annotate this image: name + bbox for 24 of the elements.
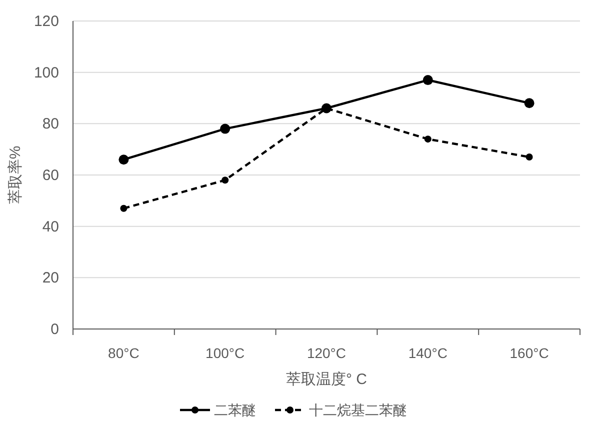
point: [222, 176, 229, 184]
y-tick-label: 20: [42, 270, 59, 287]
point: [524, 98, 534, 108]
y-tick-label: 40: [42, 218, 59, 236]
x-tick-label: 140°C: [408, 345, 448, 361]
x-tick-label: 80°C: [108, 345, 140, 361]
y-tick-label: 60: [42, 167, 59, 184]
point: [220, 124, 230, 134]
legend-label: 十二烷基二苯醚: [309, 402, 407, 418]
x-tick-label: 100°C: [206, 345, 245, 361]
point: [424, 136, 432, 143]
y-tick-label: 120: [34, 13, 59, 30]
x-tick-label: 120°C: [306, 345, 346, 361]
y-tick-label: 0: [50, 321, 59, 338]
x-axis-title: 萃取温度° C: [286, 371, 368, 388]
legend-label: 二苯醚: [214, 402, 256, 418]
point: [120, 204, 128, 212]
point: [422, 75, 433, 86]
x-tick-label: 160°C: [510, 345, 549, 361]
y-axis-title: 萃取率%: [7, 146, 24, 204]
point: [526, 154, 533, 161]
y-tick-label: 100: [34, 64, 59, 82]
point: [118, 154, 129, 165]
y-tick-label: 80: [42, 116, 59, 133]
